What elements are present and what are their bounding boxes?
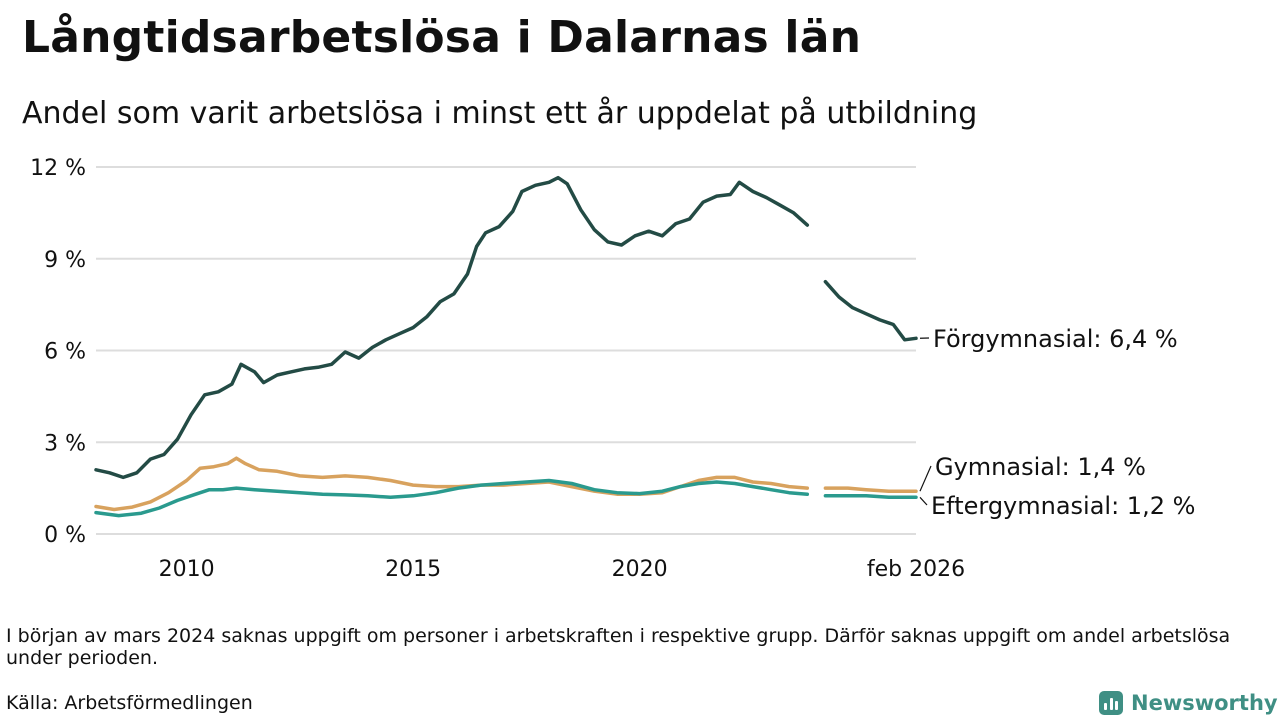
series-label-eftergymnasial: Eftergymnasial: 1,2 % (931, 492, 1195, 520)
y-tick-label: 12 % (30, 156, 86, 181)
series-line-eftergymnasial (823, 494, 918, 500)
x-axis-ticks: 2010 2015 2020 feb 2026 (159, 557, 966, 582)
label-leader-line (919, 496, 928, 506)
series-line-förgymnasial (823, 279, 918, 342)
series-lines (94, 175, 918, 518)
y-tick-label: 3 % (44, 431, 86, 456)
label-leader-line (919, 465, 932, 492)
source-credit: Källa: Arbetsförmedlingen (6, 692, 253, 714)
x-tick-label: 2020 (612, 557, 668, 582)
y-axis-ticks: 0 % 3 % 6 % 9 % 12 % (30, 156, 86, 548)
chart-title: Långtidsarbetslösa i Dalarnas län (22, 12, 862, 63)
series-line-gymnasial (94, 456, 810, 512)
series-line-eftergymnasial (94, 478, 810, 518)
bar-chart-icon (1099, 691, 1123, 715)
series-line-förgymnasial (94, 175, 810, 480)
chart-subtitle: Andel som varit arbetslösa i minst ett å… (22, 96, 978, 131)
newsworthy-logo: Newsworthy (1099, 687, 1278, 719)
x-tick-label: feb 2026 (867, 557, 965, 582)
series-label-förgymnasial: Förgymnasial: 6,4 % (933, 325, 1178, 353)
y-tick-label: 9 % (44, 248, 86, 273)
x-tick-label: 2010 (159, 557, 215, 582)
x-tick-label: 2015 (385, 557, 441, 582)
series-end-labels: Förgymnasial: 6,4 % Gymnasial: 1,4 % Efter… (919, 325, 1195, 520)
gridlines (96, 166, 916, 535)
line-chart: 0 % 3 % 6 % 9 % 12 % 2010 2015 2020 feb 2026 Fö… (30, 156, 1195, 582)
y-tick-label: 0 % (44, 523, 86, 548)
footnote: I början av mars 2024 saknas uppgift om … (6, 625, 1231, 669)
brand-name: Newsworthy (1131, 691, 1278, 715)
y-tick-label: 6 % (44, 340, 86, 365)
series-label-gymnasial: Gymnasial: 1,4 % (935, 453, 1146, 481)
series-line-gymnasial (823, 486, 918, 493)
